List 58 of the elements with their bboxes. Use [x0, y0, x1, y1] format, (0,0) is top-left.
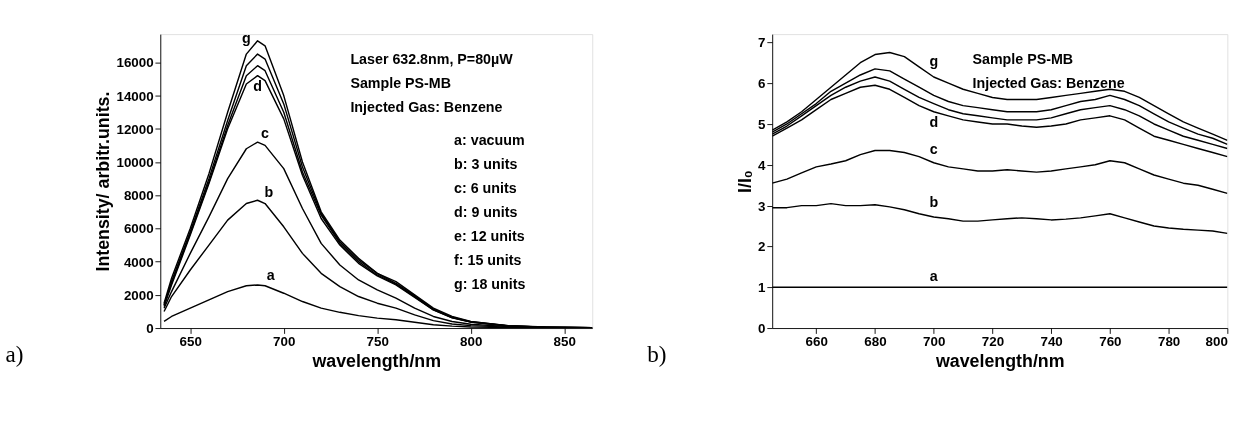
y-tick-label: 1 — [758, 280, 767, 296]
x-tick-label: 650 — [179, 334, 202, 350]
annotation: g — [929, 53, 939, 70]
y-tick-label: 0 — [758, 321, 766, 336]
y-axis-title: I/I₀ — [735, 170, 755, 194]
x-tick-label: 700 — [923, 334, 946, 350]
annotation: g — [241, 30, 251, 46]
annotation: Sample PS-MB — [972, 50, 1074, 67]
annotation: Injected Gas: Benzene — [972, 74, 1125, 91]
x-axis-title: wavelength/nm — [934, 350, 1065, 371]
y-tick-label: 16000 — [116, 55, 154, 71]
x-tick-label: 760 — [1099, 334, 1122, 350]
annotation: Sample PS-MB — [350, 74, 451, 91]
x-tick-label: 800 — [460, 334, 483, 350]
y-tick-label: 4 — [758, 157, 767, 173]
y-tick-label: 5 — [758, 116, 767, 132]
annotation: a — [266, 267, 276, 284]
y-tick-label: 14000 — [116, 88, 154, 104]
y-tick-label: 8000 — [123, 188, 154, 204]
annotation: d — [929, 113, 939, 130]
annotation: b — [929, 194, 939, 211]
y-tick-label: 6000 — [123, 221, 154, 237]
x-axis-title: wavelength/nm — [311, 350, 442, 371]
x-tick-label: 660 — [805, 334, 828, 350]
annotation: c: 6 units — [454, 179, 517, 196]
annotation: f: 15 units — [454, 251, 522, 268]
annotation: a — [929, 267, 939, 284]
x-tick-label: 680 — [864, 334, 887, 350]
annotation: d — [253, 77, 262, 94]
x-tick-label: 850 — [553, 334, 576, 350]
annotation: c — [261, 124, 270, 141]
x-tick-label: 700 — [273, 334, 296, 350]
annotation: c — [929, 141, 938, 158]
annotation: e: 12 units — [454, 227, 525, 244]
x-tick-label: 800 — [1205, 334, 1228, 350]
annotation: b — [264, 184, 274, 201]
annotation: b: 3 units — [454, 155, 518, 172]
x-tick-label: 780 — [1157, 334, 1181, 350]
annotation: g: 18 units — [454, 275, 526, 292]
text: a) — [5, 340, 24, 367]
y-tick-label: 12000 — [116, 121, 154, 137]
y-tick-label: 7 — [758, 35, 766, 51]
y-tick-label: 2000 — [123, 287, 154, 303]
annotation: Laser 632.8nm, P=80µW — [350, 50, 514, 67]
x-tick-label: 720 — [981, 334, 1005, 350]
text: b) — [647, 340, 667, 367]
y-axis-title: Intensity/ arbitr.units. — [93, 91, 114, 272]
y-tick-label: 3 — [758, 198, 766, 214]
x-tick-label: 750 — [366, 334, 389, 350]
y-tick-label: 0 — [146, 321, 154, 336]
annotation: Injected Gas: Benzene — [350, 98, 503, 115]
y-tick-label: 2 — [758, 239, 766, 255]
y-tick-label: 10000 — [116, 154, 154, 170]
annotation: d: 9 units — [454, 203, 518, 220]
x-tick-label: 740 — [1040, 334, 1063, 350]
y-tick-label: 6 — [758, 76, 766, 92]
annotation: a: vacuum — [454, 131, 525, 148]
y-tick-label: 4000 — [123, 254, 154, 270]
